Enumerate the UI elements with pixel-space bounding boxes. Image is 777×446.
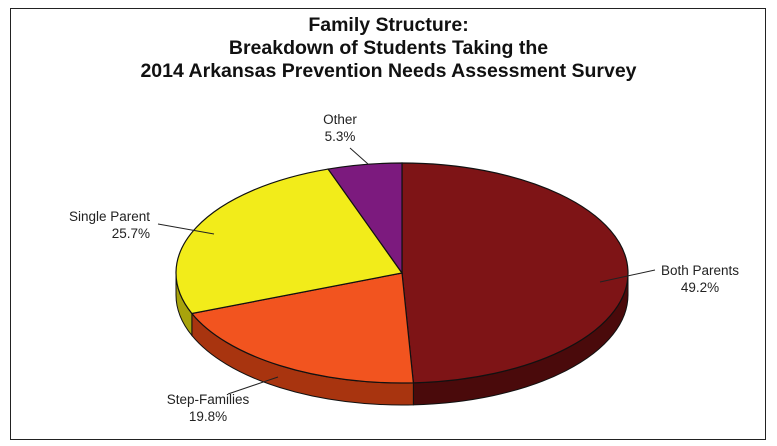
pie-label-both-parents: Both Parents xyxy=(661,263,739,278)
pie-slice-single-parent xyxy=(175,168,404,315)
pie-value-other: 5.3% xyxy=(325,129,356,144)
pie-value-both-parents: 49.2% xyxy=(681,280,719,295)
pie-value-single-parent: 25.7% xyxy=(112,226,150,241)
pie-slice-other xyxy=(327,162,403,275)
leader-line-both-parents xyxy=(599,269,656,283)
leader-line-other xyxy=(349,147,369,165)
pie-slice-both-parents xyxy=(401,162,629,384)
pie-label-step-families: Step-Families xyxy=(167,392,250,407)
pie-value-step-families: 19.8% xyxy=(189,409,227,424)
chart-title-line-3: 2014 Arkansas Prevention Needs Assessmen… xyxy=(140,60,637,82)
leader-line-single-parent xyxy=(157,223,215,235)
leader-line-step-families xyxy=(227,376,279,395)
pie-slice-step-families xyxy=(190,272,415,384)
pie-slices xyxy=(175,162,629,384)
chart-title-line-2: Breakdown of Students Taking the xyxy=(228,37,549,59)
pie-label-other: Other xyxy=(323,112,357,127)
pie-labels: Both Parents 49.2% Step-Families 19.8% Singl… xyxy=(69,112,739,424)
chart-title: Family Structure: Breakdown of Students … xyxy=(0,14,777,83)
pie-leader-lines xyxy=(157,147,656,395)
chart-title-line-1: Family Structure: xyxy=(308,14,469,36)
pie-label-single-parent: Single Parent xyxy=(69,209,150,224)
